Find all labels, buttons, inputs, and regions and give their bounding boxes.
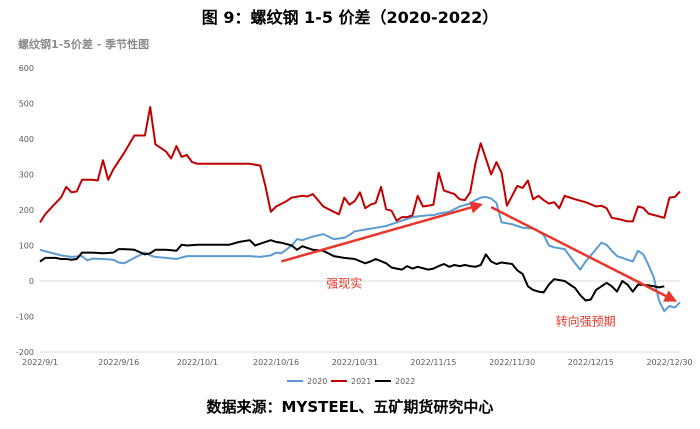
legend-label-2020: 2020 — [307, 377, 327, 386]
y-tick-label: 600 — [19, 64, 34, 73]
y-tick-label: 400 — [19, 135, 34, 144]
annotation-label: 强现实 — [326, 275, 362, 290]
x-tick-label: 2022/9/1 — [22, 358, 58, 367]
series-line-2020 — [39, 195, 681, 313]
legend-label-2021: 2021 — [351, 377, 371, 386]
x-tick-label: 2022/12/15 — [568, 358, 614, 367]
chart-title: 螺纹钢1-5价差 - 季节性图 — [18, 38, 150, 51]
series-line-2021 — [39, 106, 681, 223]
source-note: 数据来源：MYSTEEL、五矿期货研究中心 — [206, 398, 494, 416]
series-line-2022 — [39, 239, 665, 302]
y-tick-label: 100 — [19, 242, 34, 251]
annotation-arrow — [280, 201, 484, 263]
y-tick-label: 500 — [19, 100, 34, 109]
y-tick-label: 300 — [19, 171, 34, 180]
x-tick-label: 2022/9/16 — [98, 358, 139, 367]
x-tick-label: 2022/10/31 — [332, 358, 378, 367]
x-tick-label: 2022/10/1 — [177, 358, 218, 367]
x-tick-label: 2022/12/30 — [646, 358, 692, 367]
x-tick-label: 2022/11/30 — [489, 358, 535, 367]
y-tick-label: -200 — [16, 348, 34, 357]
x-tick-label: 2022/11/15 — [410, 358, 456, 367]
x-tick-label: 2022/10/16 — [253, 358, 299, 367]
y-tick-label: -100 — [16, 313, 34, 322]
annotation-label: 转向强预期 — [556, 313, 616, 328]
annotation-arrow — [490, 206, 677, 302]
y-tick-label: 200 — [19, 206, 34, 215]
y-tick-label: 0 — [29, 277, 34, 286]
figure-title: 图 9：螺纹钢 1-5 价差（2020-2022） — [201, 8, 499, 27]
legend-label-2022: 2022 — [395, 377, 415, 386]
